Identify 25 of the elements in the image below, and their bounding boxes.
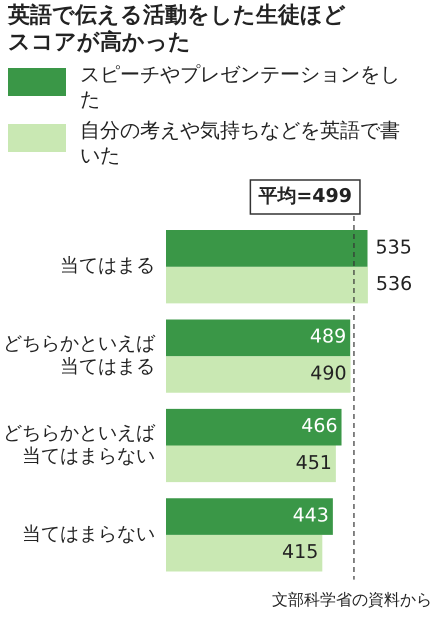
y-tick-label: どちらかといえば当てはまる: [3, 332, 156, 378]
data-label: 490: [310, 362, 347, 384]
bar: [166, 266, 368, 304]
bar: [166, 498, 333, 535]
bar: [166, 230, 368, 267]
legend-label: スピーチやプレゼンテーションをした: [80, 62, 401, 112]
bar: [166, 446, 336, 482]
ref-line-label: 平均=499: [257, 184, 352, 207]
data-label: 536: [376, 272, 412, 295]
bar: [166, 319, 350, 356]
data-label: 466: [301, 415, 338, 438]
legend-label: 自分の考えや気持ちなどを英語で書いた: [80, 118, 401, 168]
bar: [166, 356, 351, 393]
chart-title: 英語で伝える活動をした生徒ほどスコアが高かった: [6, 2, 347, 56]
data-label: 443: [292, 504, 329, 527]
y-tick-label: 当てはまらない: [22, 522, 155, 545]
text: 文部科学省の資料から: [271, 590, 433, 611]
data-label: 415: [282, 541, 318, 564]
bar: [166, 408, 342, 446]
y-tick-label: どちらかといえば当てはまらない: [3, 422, 156, 467]
data-label: 489: [310, 326, 346, 348]
y-tick-label: 当てはまる: [60, 254, 155, 277]
data-label: 451: [296, 452, 332, 474]
bar: [166, 534, 322, 572]
data-label: 535: [376, 236, 412, 258]
